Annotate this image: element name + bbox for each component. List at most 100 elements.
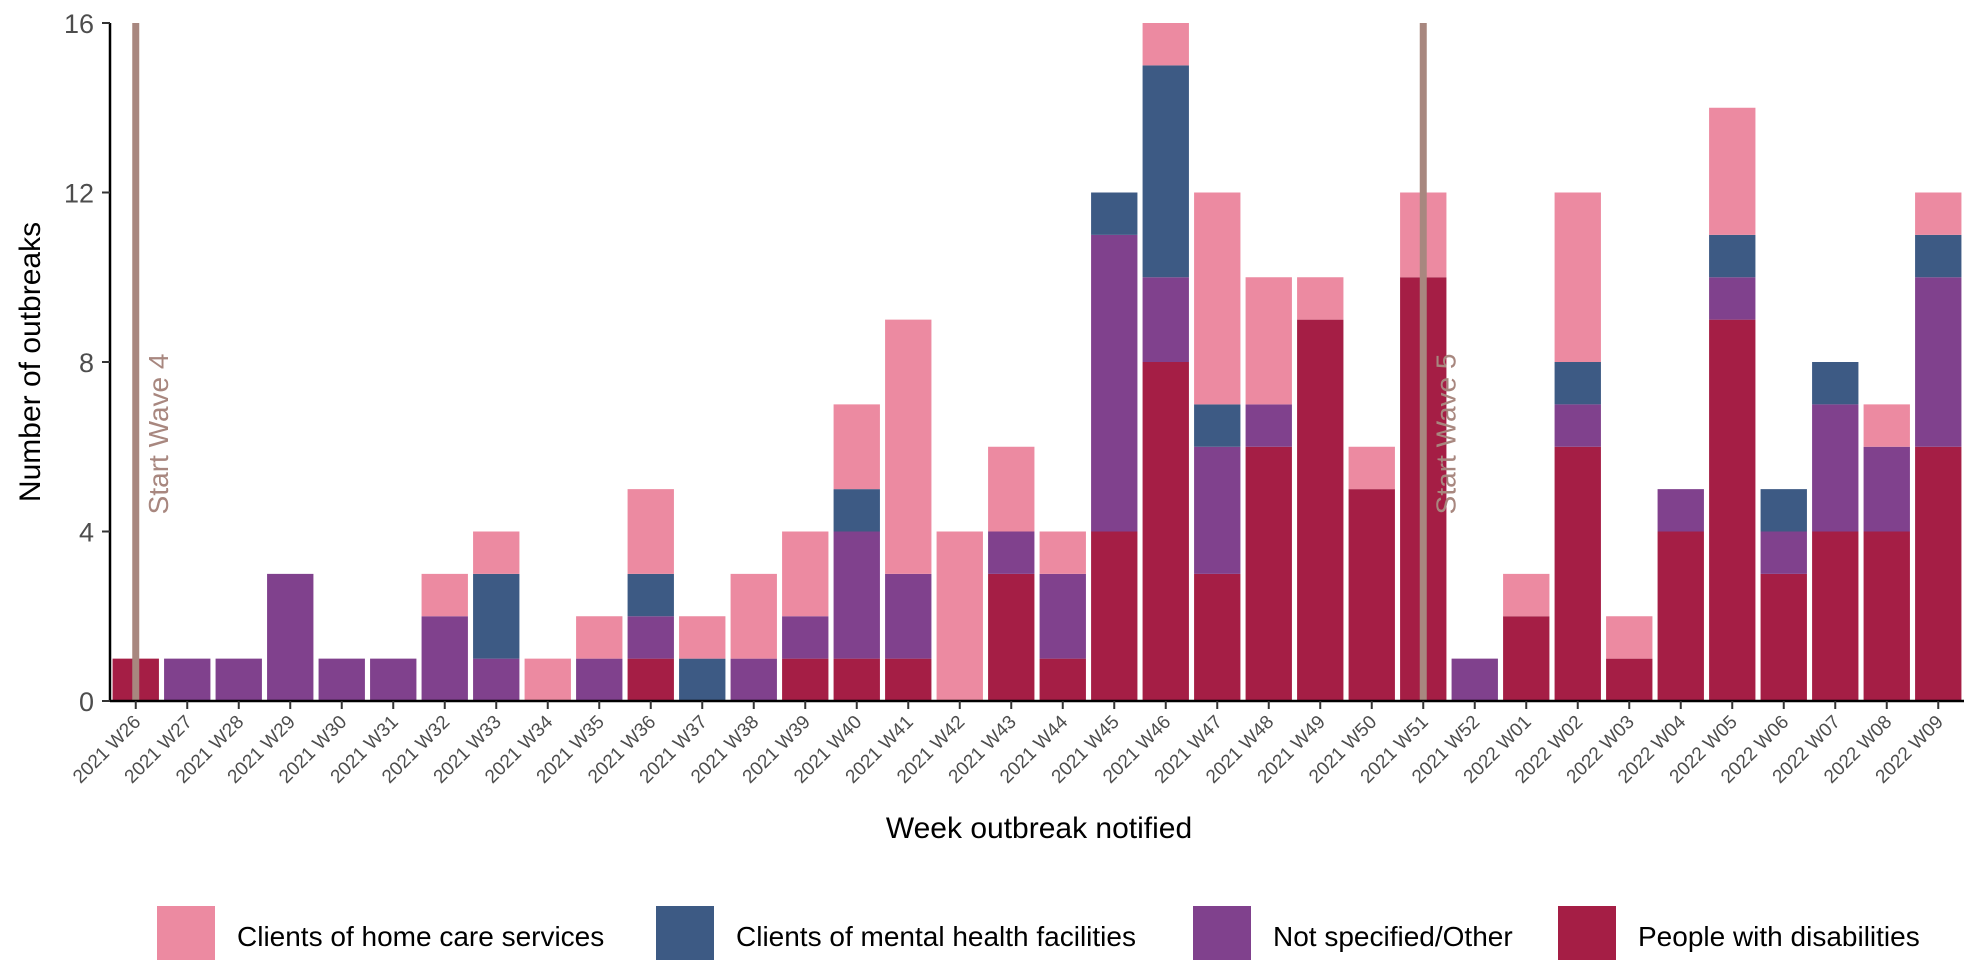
bar-segment — [1194, 446, 1241, 574]
bar-segment — [782, 616, 829, 659]
bar-segment — [164, 658, 211, 702]
bar-segment — [627, 489, 674, 574]
bar-segment — [1709, 234, 1756, 278]
bar-segment — [627, 658, 674, 702]
legend-swatch — [1558, 906, 1616, 960]
wave-start-label: Start Wave 5 — [1430, 354, 1461, 515]
bar-segment — [627, 616, 674, 659]
bar-segment — [1039, 573, 1086, 659]
x-axis-title: Week outbreak notified — [886, 812, 1192, 845]
bar-segment — [1245, 446, 1292, 701]
bar-segment — [885, 573, 932, 659]
bar-segment — [421, 573, 468, 617]
bar-segment — [936, 531, 983, 701]
bar-segment — [1039, 658, 1086, 702]
bar-segment — [318, 658, 365, 702]
bar-segment — [833, 489, 880, 532]
bar-segment — [1863, 531, 1910, 701]
bar-segment — [730, 573, 777, 659]
bar-segment — [524, 658, 571, 702]
bar-segment — [627, 573, 674, 617]
bar-segment — [1760, 489, 1807, 532]
bar-segment — [1348, 489, 1395, 702]
bar-segment — [1194, 404, 1241, 447]
bar-segment — [1915, 234, 1962, 278]
bar-segment — [215, 658, 262, 702]
bar-segment — [576, 616, 623, 659]
bar-segment — [679, 658, 726, 702]
bar-segment — [1297, 319, 1344, 702]
bar-segment — [473, 658, 520, 702]
bar-segment — [1245, 277, 1292, 405]
bar-segment — [1245, 404, 1292, 447]
bar-segment — [1503, 573, 1550, 617]
y-tick-label: 12 — [64, 179, 94, 209]
y-axis-title: Number of outbreaks — [14, 222, 47, 502]
bar-segment — [782, 531, 829, 617]
wave-start-label: Start Wave 4 — [143, 354, 174, 515]
bar-segment — [988, 531, 1035, 574]
bar-segment — [1142, 277, 1189, 362]
bar-segment — [1915, 277, 1962, 447]
bar-segment — [782, 658, 829, 702]
bar-segment — [1915, 192, 1962, 235]
y-tick-label: 16 — [64, 9, 94, 39]
bar-segment — [473, 531, 520, 574]
bar-segment — [1863, 446, 1910, 532]
legend-label: Clients of mental health facilities — [736, 921, 1136, 952]
bar-segment — [1503, 616, 1550, 701]
bar-segment — [833, 531, 880, 659]
bar-segment — [1812, 531, 1859, 701]
bar-segment — [576, 658, 623, 702]
y-tick-label: 8 — [79, 348, 94, 378]
bar-segment — [1760, 531, 1807, 574]
legend-label: People with disabilities — [1638, 921, 1920, 952]
bar-segment — [1348, 446, 1395, 490]
bar-segment — [1091, 192, 1138, 235]
bar-segment — [679, 616, 726, 659]
bar-segment — [1142, 23, 1189, 66]
bar-segment — [1554, 446, 1601, 701]
bar-segment — [1554, 192, 1601, 362]
bar-segment — [1863, 404, 1910, 447]
legend-label: Clients of home care services — [237, 921, 604, 952]
bar-segment — [1142, 362, 1189, 701]
bar-segment — [730, 658, 777, 702]
bar-segment — [370, 658, 417, 702]
bar-segment — [267, 573, 314, 702]
bar-segment — [833, 658, 880, 702]
bar-segment — [833, 404, 880, 490]
bar-segment — [1554, 362, 1601, 405]
bar-segment — [1194, 192, 1241, 405]
legend-swatch — [656, 906, 714, 960]
bar-segment — [885, 658, 932, 702]
bar-segment — [1760, 573, 1807, 702]
bar-segment — [1709, 319, 1756, 702]
bar-segment — [1297, 277, 1344, 320]
bar-segment — [1657, 489, 1704, 532]
bar-segment — [1709, 277, 1756, 320]
bar-segment — [421, 616, 468, 701]
bar-segment — [1142, 65, 1189, 278]
bar-segment — [1657, 531, 1704, 701]
bar-segment — [1091, 531, 1138, 701]
legend: Clients of home care services Clients of … — [157, 906, 1920, 960]
bar-segment — [1554, 404, 1601, 447]
bar-segment — [1039, 531, 1086, 574]
bar-segment — [473, 573, 520, 659]
y-tick-label: 0 — [79, 687, 94, 717]
bar-segment — [1709, 107, 1756, 235]
bar-segment — [1194, 573, 1241, 702]
y-tick-label: 4 — [79, 518, 94, 548]
bars-layer — [112, 23, 1962, 702]
wave-lines-layer: Start Wave 4 Start Wave 5 — [132, 23, 1461, 701]
bar-segment — [1091, 234, 1138, 532]
bar-segment — [1812, 362, 1859, 405]
bar-segment — [988, 573, 1035, 702]
bar-segment — [1606, 658, 1653, 702]
legend-label: Not specified/Other — [1273, 921, 1513, 952]
bar-segment — [1606, 616, 1653, 659]
bar-segment — [988, 446, 1035, 532]
bar-segment — [1812, 404, 1859, 532]
